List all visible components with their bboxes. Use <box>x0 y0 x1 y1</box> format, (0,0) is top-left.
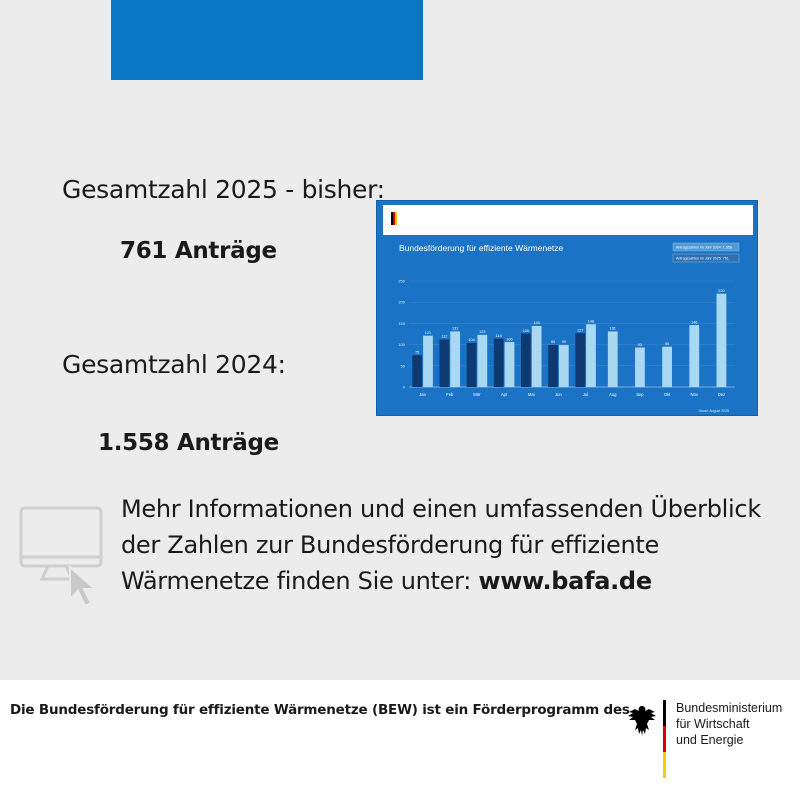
chart-eagle-logo <box>391 212 397 225</box>
bar-2024 <box>558 345 569 387</box>
legend-label-1: Antragszahlen im Jahr 2025: 761 <box>676 257 729 261</box>
bar-2024-label: 95 <box>665 342 669 346</box>
x-tick-label: Feb <box>446 392 454 397</box>
flag-bar <box>663 700 666 778</box>
bar-2024-label: 146 <box>691 320 697 324</box>
bar-2025 <box>412 355 423 387</box>
bar-2025-label: 104 <box>468 338 474 342</box>
legend-box-0 <box>672 242 740 252</box>
bar-2024 <box>662 346 672 387</box>
x-tick-label: Nov <box>691 392 699 397</box>
bar-2025 <box>548 345 558 387</box>
bar-2024-label: 148 <box>588 319 594 323</box>
bar-2024 <box>531 325 542 387</box>
y-tick-label: 0 <box>403 385 406 390</box>
bar-2025 <box>575 333 586 387</box>
ministry-line-2: für Wirtschaft <box>676 717 750 731</box>
chart-legend: Antragszahlen im Jahr 2024: 1.558 Antrags… <box>672 242 740 263</box>
legend-label-0: Antragszahlen im Jahr 2024: 1.558 <box>676 246 732 250</box>
bar-2024-label: 220 <box>718 289 724 293</box>
total-2024-label: Gesamtzahl 2024: <box>62 350 286 379</box>
bar-2024-label: 131 <box>610 327 616 331</box>
y-tick-label: 150 <box>398 321 405 326</box>
bar-2024 <box>586 324 596 387</box>
bar-2025 <box>466 342 477 387</box>
bar-2024-label: 123 <box>479 330 485 334</box>
x-tick-label: Okt <box>664 392 671 397</box>
ministry-line-1: Bundesministerium <box>676 701 783 715</box>
bar-2024 <box>423 335 433 387</box>
total-2025-value: 761 Anträge <box>120 238 277 264</box>
y-tick-label: 50 <box>401 363 406 368</box>
bar-2024 <box>716 293 727 387</box>
bar-chart: Bundesförderung für effiziente Wärmenetz… <box>383 205 753 413</box>
y-tick-label: 200 <box>398 300 405 305</box>
cursor-icon <box>69 564 98 608</box>
info-paragraph: Mehr Informationen und einen umfassenden… <box>121 491 781 599</box>
x-tick-label: Mai <box>528 392 535 397</box>
total-2025-label: Gesamtzahl 2025 - bisher: <box>62 175 385 204</box>
chart-title: Bundesförderung für effiziente Wärmenetz… <box>399 243 564 253</box>
bar-2025-label: 126 <box>523 329 529 333</box>
x-tick-label: Apr <box>501 392 508 397</box>
x-tick-label: Jan <box>419 392 426 397</box>
brand-header-block <box>111 0 423 80</box>
federal-eagle-icon <box>628 706 656 736</box>
info-text: Mehr Informationen und einen umfassenden… <box>121 495 761 595</box>
chart-card: Bundesförderung für effiziente Wärmenetz… <box>376 200 758 416</box>
bar-2024 <box>504 342 515 387</box>
bar-2024 <box>635 347 645 387</box>
bar-2024 <box>689 325 700 387</box>
y-tick-label: 100 <box>398 342 405 347</box>
y-tick-label: 250 <box>398 279 405 284</box>
bar-2025-label: 112 <box>441 335 447 339</box>
monitor-icon <box>19 506 103 608</box>
bar-2025-label: 127 <box>577 328 583 332</box>
bar-2025 <box>439 339 450 387</box>
bar-2024 <box>477 334 488 387</box>
bar-2024-label: 144 <box>533 321 539 325</box>
bar-2025 <box>520 333 531 387</box>
bar-2025-label: 75 <box>415 350 419 354</box>
bafa-link[interactable]: www.bafa.de <box>478 567 652 595</box>
bar-2024 <box>450 331 461 387</box>
bar-2024-label: 106 <box>506 337 512 341</box>
x-tick-label: Dez <box>718 392 725 397</box>
x-tick-label: Aug <box>609 392 617 397</box>
x-tick-label: Jun <box>555 392 562 397</box>
chart-footnote: Stand: August 2025 <box>698 409 729 413</box>
footer-program-text: Die Bundesförderung für effiziente Wärme… <box>10 702 630 718</box>
chart-header-strip <box>383 205 753 235</box>
bar-2025-label: 114 <box>496 334 502 338</box>
bar-2025-label: 99 <box>551 340 555 344</box>
bar-2024-label: 93 <box>638 343 642 347</box>
ministry-line-3: und Energie <box>676 733 744 747</box>
ministry-name: Bundesministerium für Wirtschaft und Ene… <box>676 700 782 748</box>
legend-box-1 <box>672 253 740 263</box>
x-tick-label: Jul <box>583 392 588 397</box>
bar-2024-label: 99 <box>562 340 566 344</box>
total-2024-value: 1.558 Anträge <box>98 430 279 456</box>
x-tick-label: Sep <box>636 392 644 397</box>
x-tick-label: Mär <box>473 392 481 397</box>
bar-2024-label: 131 <box>452 327 458 331</box>
bar-2025 <box>493 338 504 387</box>
bar-2024 <box>607 331 618 387</box>
bar-2024-label: 121 <box>425 331 431 335</box>
footer: Die Bundesförderung für effiziente Wärme… <box>0 680 800 800</box>
